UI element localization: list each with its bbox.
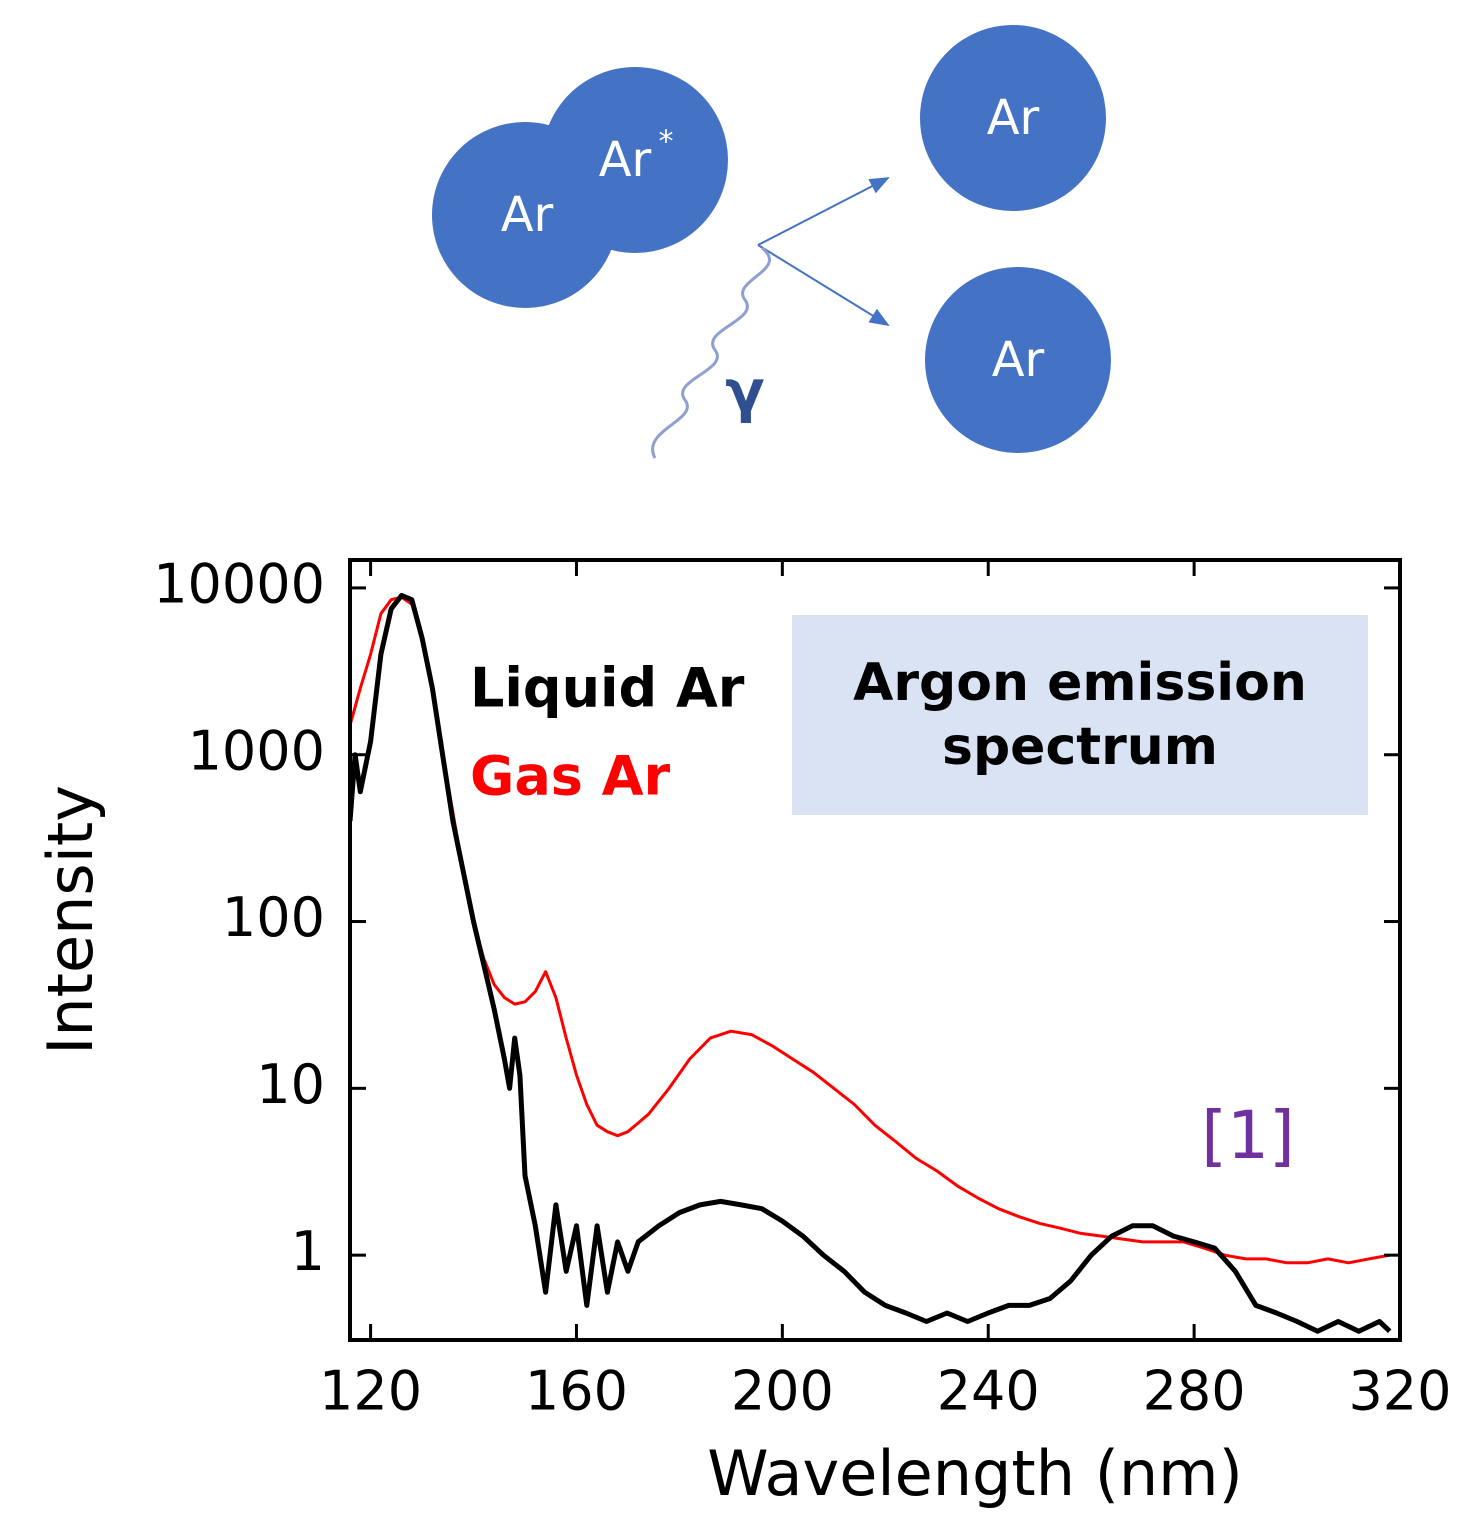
plot-area — [350, 593, 1392, 1334]
photon-wave — [651, 246, 771, 459]
y-tick-label: 10000 — [153, 553, 325, 616]
x-tick-label: 280 — [1143, 1360, 1246, 1423]
photon-label: γ — [725, 357, 765, 425]
atom-label: Ar — [987, 90, 1040, 146]
y-tick-label: 10 — [256, 1053, 325, 1116]
chart-title: Argon emission spectrum — [853, 653, 1307, 777]
y-tick-label: 1000 — [188, 719, 325, 782]
atom-superscript: * — [659, 125, 674, 160]
title-box — [792, 615, 1368, 815]
x-tick-label: 200 — [731, 1360, 834, 1423]
annotation: [1] — [1201, 1097, 1295, 1174]
y-axis-label: Intensity — [34, 785, 107, 1055]
diagram: Ar Ar * Ar Ar γ — [432, 25, 1111, 459]
x-tick-label: 240 — [937, 1360, 1040, 1423]
legend-label: Gas Ar — [470, 745, 670, 808]
atom-label: Ar — [599, 132, 652, 188]
atom-label: Ar — [501, 187, 554, 243]
plot-frame — [348, 558, 1402, 1342]
arrow — [757, 244, 890, 327]
atom — [920, 25, 1106, 211]
x-axis-label: Wavelength (nm) — [707, 1437, 1243, 1510]
atom — [925, 267, 1111, 453]
arrow — [757, 177, 890, 246]
x-tick-label: 320 — [1348, 1360, 1451, 1423]
y-tick-label: 100 — [222, 886, 325, 949]
atom-label: Ar — [992, 332, 1045, 388]
atom — [542, 67, 728, 253]
series-line — [350, 593, 1392, 1334]
x-tick-label: 160 — [525, 1360, 628, 1423]
x-tick-label: 120 — [319, 1360, 422, 1423]
legend-label: Liquid Ar — [470, 657, 745, 720]
y-tick-label: 1 — [291, 1220, 325, 1283]
